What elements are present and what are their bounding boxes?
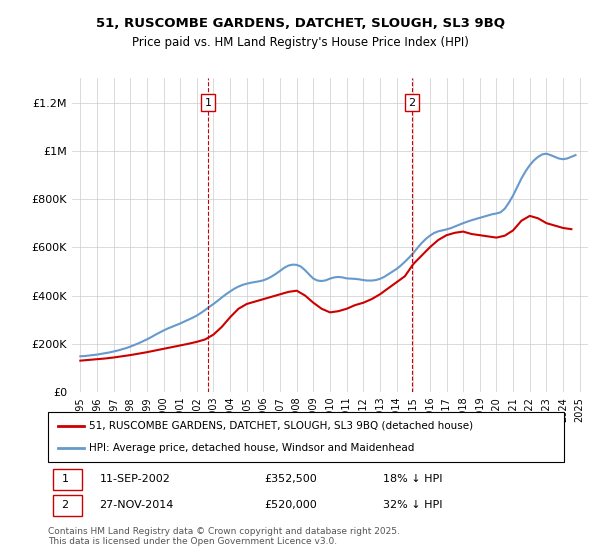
Text: 2: 2 — [61, 501, 68, 510]
Text: £352,500: £352,500 — [265, 474, 317, 484]
Text: 1: 1 — [205, 97, 212, 108]
Text: 51, RUSCOMBE GARDENS, DATCHET, SLOUGH, SL3 9BQ (detached house): 51, RUSCOMBE GARDENS, DATCHET, SLOUGH, S… — [89, 421, 473, 431]
Text: 32% ↓ HPI: 32% ↓ HPI — [383, 501, 443, 510]
Text: 27-NOV-2014: 27-NOV-2014 — [100, 501, 174, 510]
FancyBboxPatch shape — [53, 495, 82, 516]
Text: HPI: Average price, detached house, Windsor and Maidenhead: HPI: Average price, detached house, Wind… — [89, 443, 415, 453]
Text: 18% ↓ HPI: 18% ↓ HPI — [383, 474, 443, 484]
Text: 1: 1 — [62, 474, 68, 484]
Text: Price paid vs. HM Land Registry's House Price Index (HPI): Price paid vs. HM Land Registry's House … — [131, 36, 469, 49]
Text: 11-SEP-2002: 11-SEP-2002 — [100, 474, 170, 484]
Text: Contains HM Land Registry data © Crown copyright and database right 2025.
This d: Contains HM Land Registry data © Crown c… — [48, 526, 400, 546]
Text: £520,000: £520,000 — [265, 501, 317, 510]
FancyBboxPatch shape — [53, 469, 82, 490]
Text: 51, RUSCOMBE GARDENS, DATCHET, SLOUGH, SL3 9BQ: 51, RUSCOMBE GARDENS, DATCHET, SLOUGH, S… — [95, 17, 505, 30]
Text: 2: 2 — [408, 97, 415, 108]
FancyBboxPatch shape — [48, 412, 564, 462]
